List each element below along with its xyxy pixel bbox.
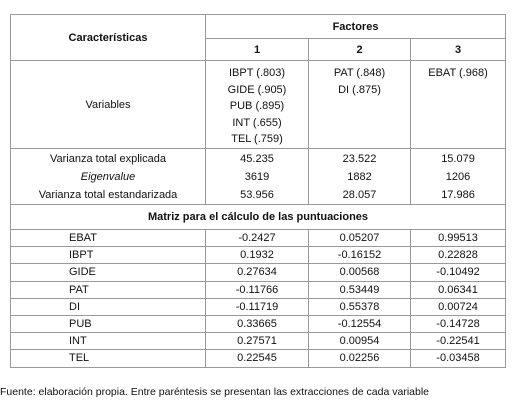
matrix-value: -0.14728 xyxy=(409,314,507,334)
header-cell: 3 xyxy=(409,38,507,61)
matrix-label: INT xyxy=(10,332,206,351)
matrix-value: 0.00724 xyxy=(409,297,507,316)
matrix-value: 0.22828 xyxy=(409,246,507,265)
variance-item: 1206 xyxy=(445,170,471,183)
matrix-row: TEL 0.22545 0.02256 -0.03458 xyxy=(10,349,507,368)
variance-item: 28.057 xyxy=(342,188,377,201)
variance-item: Eigenvalue xyxy=(80,170,136,183)
matrix-label: PAT xyxy=(10,280,206,299)
variable-item: DI (.875) xyxy=(338,83,381,96)
matrix-value: 0.05207 xyxy=(308,228,411,248)
variable-item: PAT (.848) xyxy=(333,67,386,79)
matrix-label: DI xyxy=(10,297,206,316)
variable-item: INT (.655) xyxy=(232,116,282,129)
matrix-row: IBPT 0.1932 -0.16152 0.22828 xyxy=(10,246,507,265)
variables-cell: IBPT (.803) GIDE (.905) PUB (.895) INT (.65… xyxy=(205,60,309,149)
data-table: Características Factores 1 2 3 Variables… xyxy=(9,14,507,368)
variable-item: EBAT (.968) xyxy=(428,67,488,79)
matrix-label: PUB xyxy=(10,314,206,334)
variance-cell: 45.235 3619 53.956 xyxy=(205,148,309,205)
variable-item: IBPT (.803) xyxy=(228,67,286,79)
matrix-value: 0.1932 xyxy=(205,246,309,265)
variables-cell: PAT (.848) DI (.875) xyxy=(308,60,411,149)
variable-item: PUB (.895) xyxy=(229,100,285,112)
variables-row: Variables IBPT (.803) GIDE (.905) PUB (.89… xyxy=(10,60,507,149)
matrix-row: EBAT -0.2427 0.05207 0.99513 xyxy=(10,228,507,248)
matrix-value: -0.22541 xyxy=(409,332,507,351)
variance-cell: Varianza total explicada Eigenvalue Varian… xyxy=(10,148,206,205)
table-body: Características Factores 1 2 3 Variables… xyxy=(9,14,507,368)
matrix-row: PAT -0.11766 0.53449 0.06341 xyxy=(10,280,507,299)
variance-item: 45.235 xyxy=(240,152,274,165)
matrix-row: DI -0.11719 0.55378 0.00724 xyxy=(10,297,507,316)
matrix-label: GIDE xyxy=(10,263,206,282)
matrix-value: -0.03458 xyxy=(409,349,507,368)
variance-item: 1882 xyxy=(347,170,372,183)
matrix-value: 0.02256 xyxy=(308,349,411,368)
matrix-value: -0.16152 xyxy=(308,246,411,265)
variance-item: 23.522 xyxy=(342,152,377,165)
header-cell: 2 xyxy=(308,38,411,61)
variance-item: 3619 xyxy=(244,170,270,183)
variance-item: 15.079 xyxy=(441,152,475,165)
matrix-value: -0.2427 xyxy=(205,228,309,248)
matrix-value: 0.00568 xyxy=(308,263,411,282)
header-row: Características Factores xyxy=(10,14,507,61)
matrix-value: 0.27571 xyxy=(205,332,309,351)
matrix-label: EBAT xyxy=(10,228,206,248)
matrix-value: 0.99513 xyxy=(409,228,507,248)
header-cell: 1 xyxy=(205,38,309,61)
matrix-title-row: Matriz para el cálculo de las puntuacion… xyxy=(9,204,507,230)
header-row: 1 2 3 xyxy=(11,38,507,61)
variable-item: GIDE (.905) xyxy=(227,83,287,96)
matrix-value: 0.22545 xyxy=(205,349,309,368)
matrix-value: 0.55378 xyxy=(308,297,411,316)
variance-cell: 15.079 1206 17.986 xyxy=(409,148,507,205)
variables-cell: EBAT (.968) xyxy=(409,60,507,149)
variance-item: Varianza total explicada xyxy=(50,152,166,165)
matrix-value: 0.06341 xyxy=(409,280,507,299)
variance-item: Varianza total estandarizada xyxy=(38,188,178,201)
matrix-value: -0.12554 xyxy=(308,314,411,334)
variable-item: TEL (.759) xyxy=(231,133,283,145)
matrix-label: IBPT xyxy=(10,246,206,265)
matrix-row: GIDE 0.27634 0.00568 -0.10492 xyxy=(10,263,507,282)
matrix-value: -0.11766 xyxy=(205,280,309,299)
matrix-value: -0.10492 xyxy=(409,263,507,282)
matrix-row: PUB 0.33665 -0.12554 -0.14728 xyxy=(10,314,507,334)
matrix-value: -0.11719 xyxy=(205,297,309,316)
variance-cell: 23.522 1882 28.057 xyxy=(308,148,411,205)
header-cell: Factores xyxy=(204,14,507,39)
matrix-value: 0.53449 xyxy=(308,280,411,299)
matrix-row: INT 0.27571 0.00954 -0.22541 xyxy=(10,332,507,351)
header-cell: Características xyxy=(10,14,206,61)
row-label: Variables xyxy=(10,60,206,149)
footnote: Fuente: elaboración propia. Entre parént… xyxy=(0,386,430,398)
variance-row: Varianza total explicada Eigenvalue Varian… xyxy=(10,148,507,205)
matrix-value: 0.00954 xyxy=(308,332,411,351)
matrix-title: Matriz para el cálculo de las puntuacion… xyxy=(9,204,507,230)
variance-item: 53.956 xyxy=(240,188,274,201)
matrix-value: 0.33665 xyxy=(205,314,309,334)
variance-item: 17.986 xyxy=(441,188,475,201)
matrix-value: 0.27634 xyxy=(205,263,309,282)
matrix-label: TEL xyxy=(10,349,206,368)
